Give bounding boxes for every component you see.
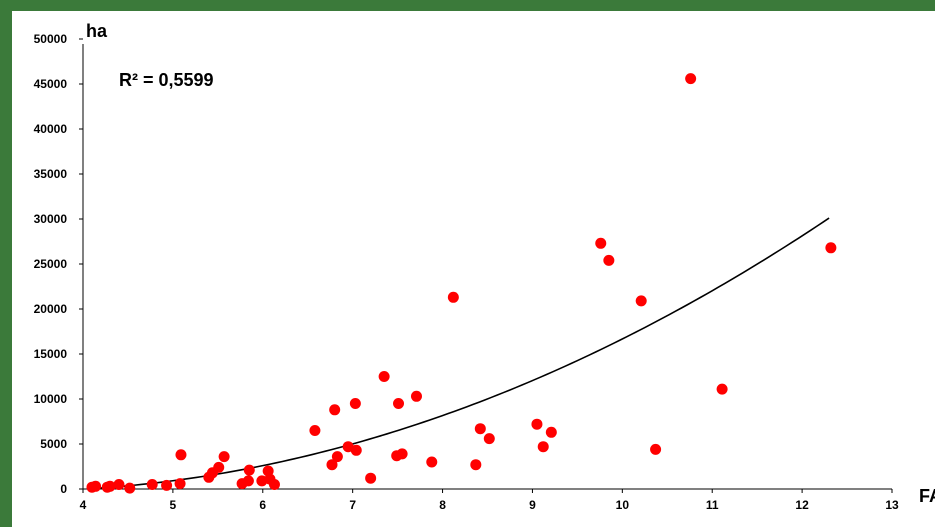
data-point: [218, 451, 230, 463]
data-point: [685, 73, 697, 85]
scatter-chart: 0 5000 10000 15000 20000 25000 30000 35000 40000…: [34, 21, 935, 512]
data-point: [124, 482, 136, 494]
x-tick-label: 4: [80, 498, 87, 512]
data-point: [470, 459, 482, 471]
y-tick-label: 20000: [34, 302, 68, 316]
data-point: [90, 480, 102, 492]
y-tick-label: 40000: [34, 122, 68, 136]
data-point: [243, 464, 255, 476]
y-tick-label: 0: [60, 482, 67, 496]
y-tick-label: 10000: [34, 392, 68, 406]
y-tick-label: 25000: [34, 257, 68, 271]
data-point: [531, 418, 543, 430]
data-point: [365, 472, 377, 484]
x-tick-label: 12: [795, 498, 809, 512]
data-point: [242, 475, 254, 487]
data-point: [650, 443, 662, 455]
data-point: [537, 441, 549, 453]
x-tick-label: 6: [259, 498, 266, 512]
y-tick-label: 30000: [34, 212, 68, 226]
x-tick-label: 13: [885, 498, 899, 512]
data-point: [213, 461, 225, 473]
data-point: [350, 444, 362, 456]
data-point: [349, 398, 361, 409]
x-tick-label: 8: [439, 498, 446, 512]
data-point: [545, 426, 557, 438]
data-point: [426, 456, 438, 468]
data-points: [86, 73, 837, 494]
data-point: [174, 478, 186, 490]
data-point: [309, 425, 321, 436]
data-point: [410, 390, 422, 402]
y-tick-label: 5000: [40, 437, 67, 451]
chart-frame: 0 5000 10000 15000 20000 25000 30000 35000 40000…: [12, 11, 935, 527]
y-tick-labels: 0 5000 10000 15000 20000 25000 30000 35000 40000…: [34, 32, 68, 496]
y-tick-label: 45000: [34, 77, 68, 91]
x-tick-label: 10: [616, 498, 630, 512]
data-point: [161, 479, 173, 491]
x-tick-label: 9: [529, 498, 536, 512]
data-point: [595, 237, 607, 249]
data-point: [483, 433, 495, 445]
x-axis-title: FAI: [919, 486, 935, 506]
x-tick-label: 5: [170, 498, 177, 512]
data-point: [447, 291, 459, 303]
y-tick-label: 15000: [34, 347, 68, 361]
trend-line: [91, 217, 830, 490]
data-point: [635, 295, 647, 307]
y-axis-title: ha: [86, 21, 108, 41]
data-point: [146, 479, 158, 490]
data-point: [113, 479, 125, 490]
data-point: [104, 480, 116, 492]
data-point: [474, 423, 486, 435]
y-tick-label: 50000: [34, 32, 68, 46]
r-squared-annotation: R² = 0,5599: [119, 70, 214, 90]
data-point: [603, 254, 615, 266]
data-point: [716, 383, 728, 395]
y-tick-label: 35000: [34, 167, 68, 181]
x-tick-labels: 4 5 6 7 8 9 10 11 12 13: [80, 498, 899, 512]
x-tick-label: 11: [706, 498, 719, 512]
data-point: [326, 459, 338, 471]
data-point: [329, 404, 341, 416]
data-point: [396, 448, 408, 460]
data-point: [378, 371, 390, 382]
axis-tick-marks: [79, 38, 893, 493]
data-point: [175, 449, 187, 461]
x-tick-label: 7: [349, 498, 356, 512]
data-point: [393, 398, 405, 409]
data-point: [268, 479, 280, 490]
data-point: [825, 242, 837, 254]
data-point: [331, 451, 343, 463]
